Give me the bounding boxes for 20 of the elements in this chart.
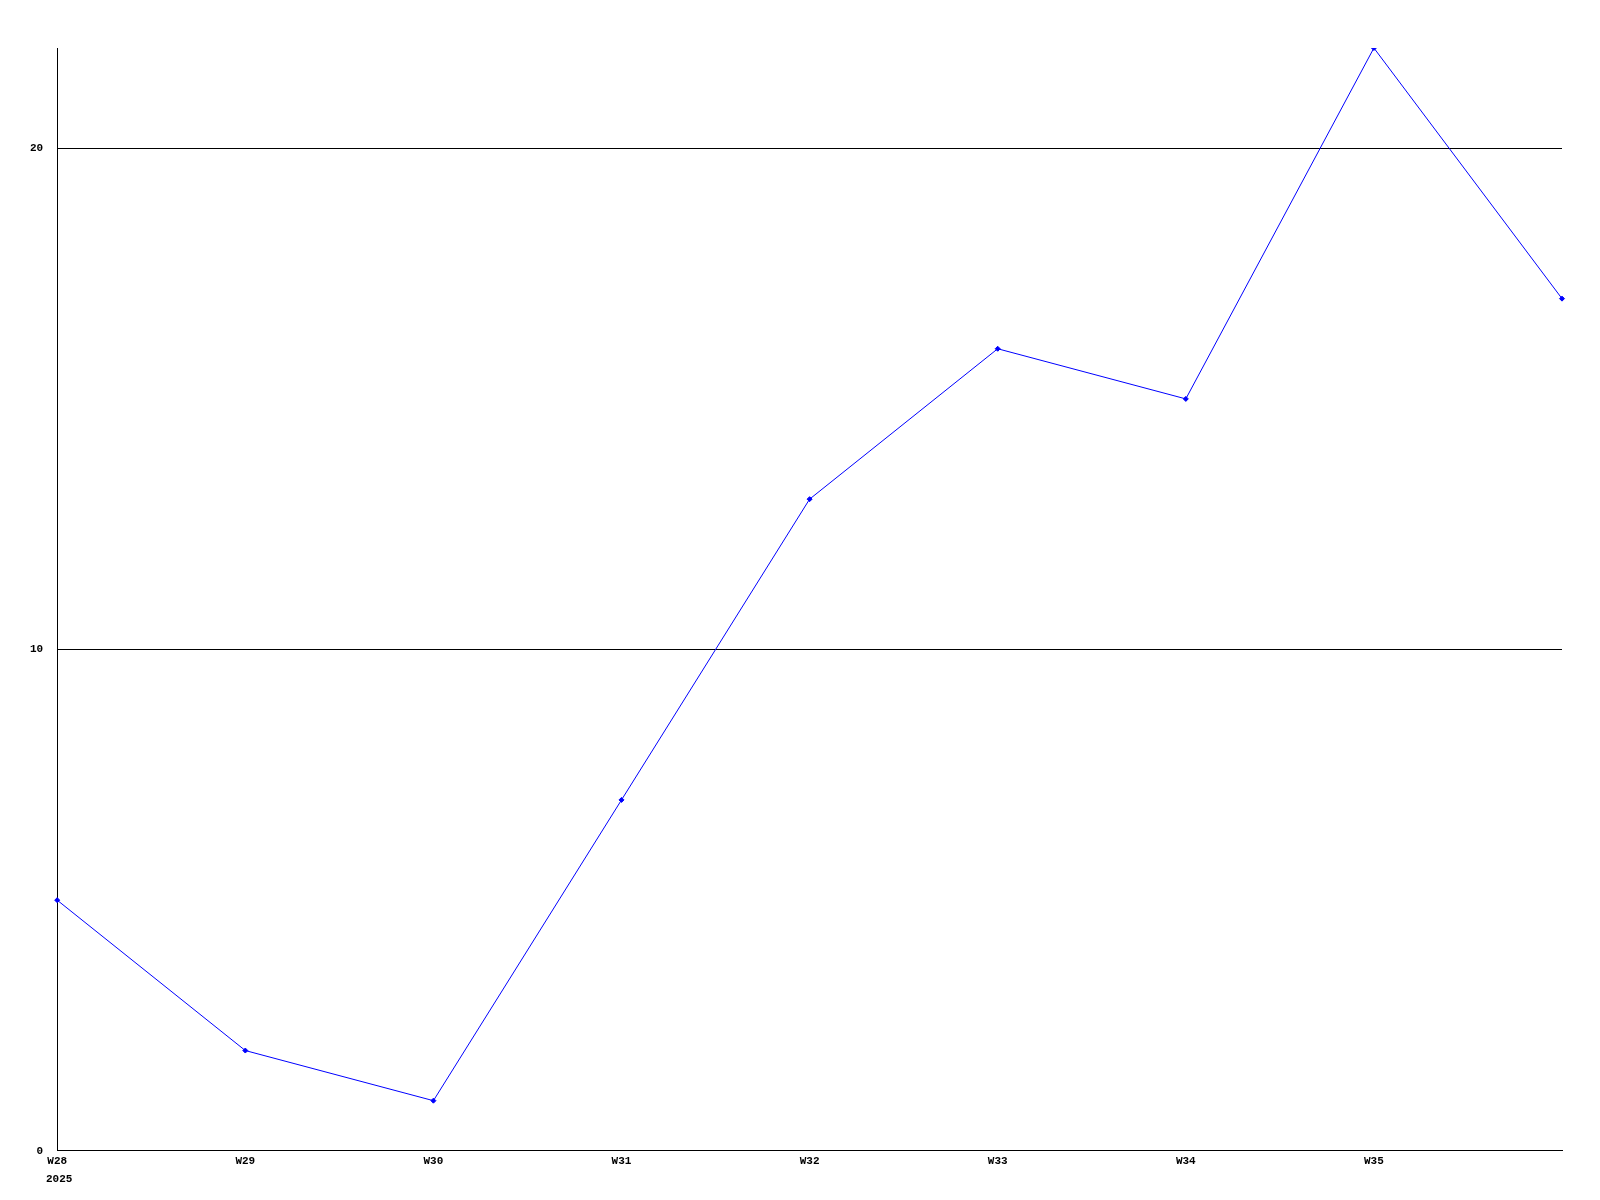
x-tick-label: W28 <box>47 1155 68 1168</box>
y-tick-label: 0 <box>36 1144 44 1157</box>
point <box>1559 295 1565 302</box>
point <box>242 1047 249 1054</box>
y-tick-label: 10 <box>30 643 44 656</box>
point <box>1182 395 1189 402</box>
point <box>54 897 61 904</box>
text: 2025 <box>46 1173 73 1186</box>
x-tick-label: W34 <box>1175 1155 1197 1168</box>
x-tick-label: W33 <box>987 1155 1008 1168</box>
point <box>618 796 625 803</box>
point <box>430 1097 437 1104</box>
point <box>994 345 1001 352</box>
x-tick-label: W31 <box>611 1155 632 1168</box>
x-tick-label: W32 <box>799 1155 820 1168</box>
x-tick-label: W29 <box>235 1155 256 1168</box>
point <box>806 496 813 503</box>
x-tick-label: W30 <box>423 1155 444 1168</box>
y-tick-label: 20 <box>30 142 44 155</box>
x-tick-label: W35 <box>1363 1155 1385 1168</box>
